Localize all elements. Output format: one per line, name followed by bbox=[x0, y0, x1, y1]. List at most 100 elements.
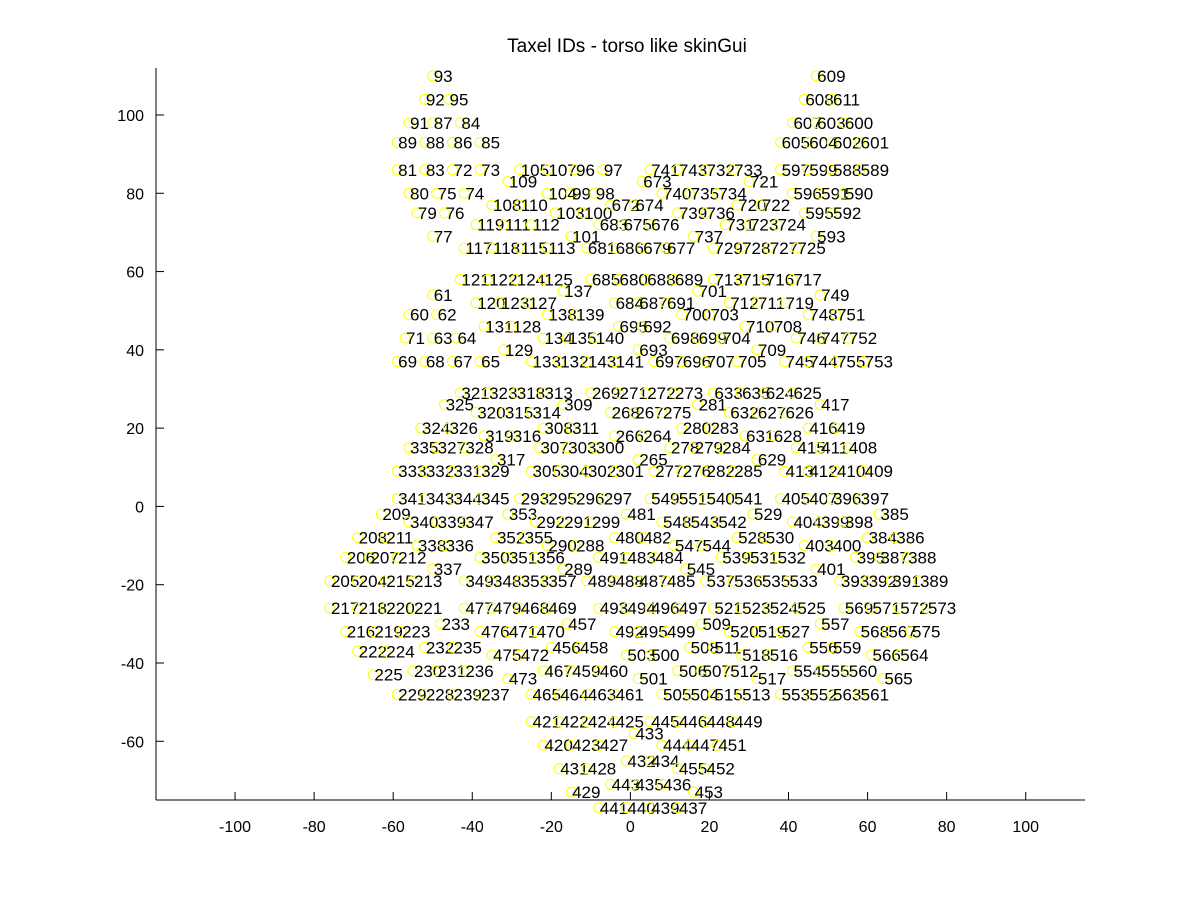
taxel-id-label: 329 bbox=[481, 462, 509, 481]
taxel-marker bbox=[723, 297, 735, 309]
taxel-point: 73 bbox=[474, 161, 500, 180]
taxel-marker bbox=[802, 422, 814, 434]
taxel-marker bbox=[419, 136, 431, 148]
taxel-marker bbox=[593, 602, 605, 614]
taxel-point: 703 bbox=[703, 306, 739, 325]
taxel-id-label: 491 bbox=[600, 548, 628, 567]
taxel-marker bbox=[684, 641, 696, 653]
taxel-point: 469 bbox=[541, 599, 577, 618]
taxel-point: 352 bbox=[490, 529, 525, 548]
taxel-marker bbox=[672, 763, 684, 775]
taxel-id-label: 231 bbox=[438, 662, 466, 681]
taxel-point: 80 bbox=[403, 184, 429, 203]
taxel-id-label: 749 bbox=[821, 286, 849, 305]
taxel-marker bbox=[632, 626, 644, 638]
taxel-id-label: 564 bbox=[900, 646, 928, 665]
taxel-point: 533 bbox=[783, 572, 818, 591]
taxel-point: 81 bbox=[391, 161, 417, 180]
taxel-point: 344 bbox=[446, 490, 482, 509]
taxel-id-label: 708 bbox=[774, 317, 802, 336]
taxel-point: 689 bbox=[668, 270, 703, 289]
taxel-marker bbox=[893, 602, 905, 614]
taxel-id-label: 84 bbox=[461, 114, 480, 133]
taxel-marker bbox=[593, 665, 605, 677]
taxel-id-label: 344 bbox=[453, 490, 481, 509]
taxel-marker bbox=[502, 176, 514, 188]
taxel-marker bbox=[502, 673, 514, 685]
taxel-point: 305 bbox=[526, 462, 561, 481]
taxel-marker bbox=[597, 164, 609, 176]
taxel-id-label: 681 bbox=[588, 239, 616, 258]
taxel-id-label: 349 bbox=[465, 572, 493, 591]
taxel-id-label: 452 bbox=[706, 760, 734, 779]
taxel-id-label: 416 bbox=[809, 419, 837, 438]
taxel-id-label: 132 bbox=[560, 353, 588, 372]
taxel-marker bbox=[620, 551, 632, 563]
taxel-marker bbox=[814, 516, 826, 528]
x-tick-label: -60 bbox=[382, 819, 405, 836]
taxel-id-label: 74 bbox=[465, 184, 484, 203]
taxel-marker bbox=[391, 493, 403, 505]
taxel-point: 437 bbox=[672, 799, 707, 818]
taxel-point: 275 bbox=[656, 403, 691, 422]
taxel-marker bbox=[684, 688, 696, 700]
taxel-point: 119 bbox=[470, 216, 504, 235]
taxel-marker bbox=[585, 387, 597, 399]
taxel-marker bbox=[636, 532, 648, 544]
taxel-point: 348 bbox=[486, 572, 521, 591]
taxel-point: 431 bbox=[553, 760, 589, 779]
taxel-id-label: 425 bbox=[616, 713, 644, 732]
taxel-marker bbox=[458, 516, 470, 528]
taxel-marker bbox=[672, 164, 684, 176]
taxel-id-label: 352 bbox=[497, 529, 525, 548]
taxel-point: 723 bbox=[743, 216, 778, 235]
taxel-marker bbox=[810, 230, 822, 242]
taxel-point: 138 bbox=[541, 306, 577, 325]
taxel-marker bbox=[743, 551, 755, 563]
taxel-id-label: 315 bbox=[505, 403, 533, 422]
x-tick-label: 40 bbox=[780, 819, 798, 836]
taxel-marker bbox=[810, 563, 822, 575]
taxel-marker bbox=[581, 356, 593, 368]
taxel-point: 329 bbox=[474, 462, 510, 481]
taxel-id-label: 482 bbox=[643, 529, 671, 548]
taxel-id-label: 436 bbox=[663, 775, 691, 794]
taxel-point: 553 bbox=[775, 685, 810, 704]
taxel-marker bbox=[814, 399, 826, 411]
taxel-id-label: 686 bbox=[616, 239, 644, 258]
taxel-point: 487 bbox=[632, 572, 668, 591]
taxel-marker bbox=[605, 199, 617, 211]
taxel-id-label: 565 bbox=[884, 670, 912, 689]
taxel-id-label: 692 bbox=[643, 317, 671, 336]
taxel-id-label: 736 bbox=[706, 204, 734, 223]
taxel-point: 218 bbox=[352, 599, 387, 618]
taxel-id-label: 545 bbox=[687, 560, 715, 579]
taxel-id-label: 625 bbox=[793, 384, 821, 403]
taxel-point: 416 bbox=[802, 419, 838, 438]
taxel-id-label: 222 bbox=[359, 642, 387, 661]
taxel-point: 316 bbox=[506, 427, 541, 446]
taxel-id-label: 67 bbox=[453, 353, 472, 372]
taxel-id-label: 355 bbox=[525, 529, 553, 548]
taxel-id-label: 320 bbox=[477, 403, 505, 422]
taxel-point: 447 bbox=[684, 736, 719, 755]
taxel-marker bbox=[403, 187, 415, 199]
taxel-point: 537 bbox=[699, 572, 735, 591]
taxel-marker bbox=[735, 387, 747, 399]
taxel-id-label: 123 bbox=[501, 294, 529, 313]
taxel-id-label: 213 bbox=[414, 572, 442, 591]
taxel-point: 451 bbox=[711, 736, 747, 755]
taxel-id-label: 541 bbox=[734, 490, 762, 509]
taxel-point: 350 bbox=[474, 548, 510, 567]
taxel-point: 505 bbox=[656, 685, 691, 704]
taxel-marker bbox=[731, 356, 743, 368]
taxel-id-label: 446 bbox=[679, 713, 707, 732]
taxel-id-label: 632 bbox=[730, 403, 758, 422]
taxel-marker bbox=[802, 309, 814, 321]
taxel-id-label: 555 bbox=[821, 662, 849, 681]
taxel-id-label: 527 bbox=[782, 623, 810, 642]
taxel-point: 627 bbox=[751, 403, 786, 422]
taxel-point: 86 bbox=[446, 133, 472, 152]
taxel-point: 544 bbox=[696, 537, 731, 556]
taxel-point: 338 bbox=[411, 537, 446, 556]
